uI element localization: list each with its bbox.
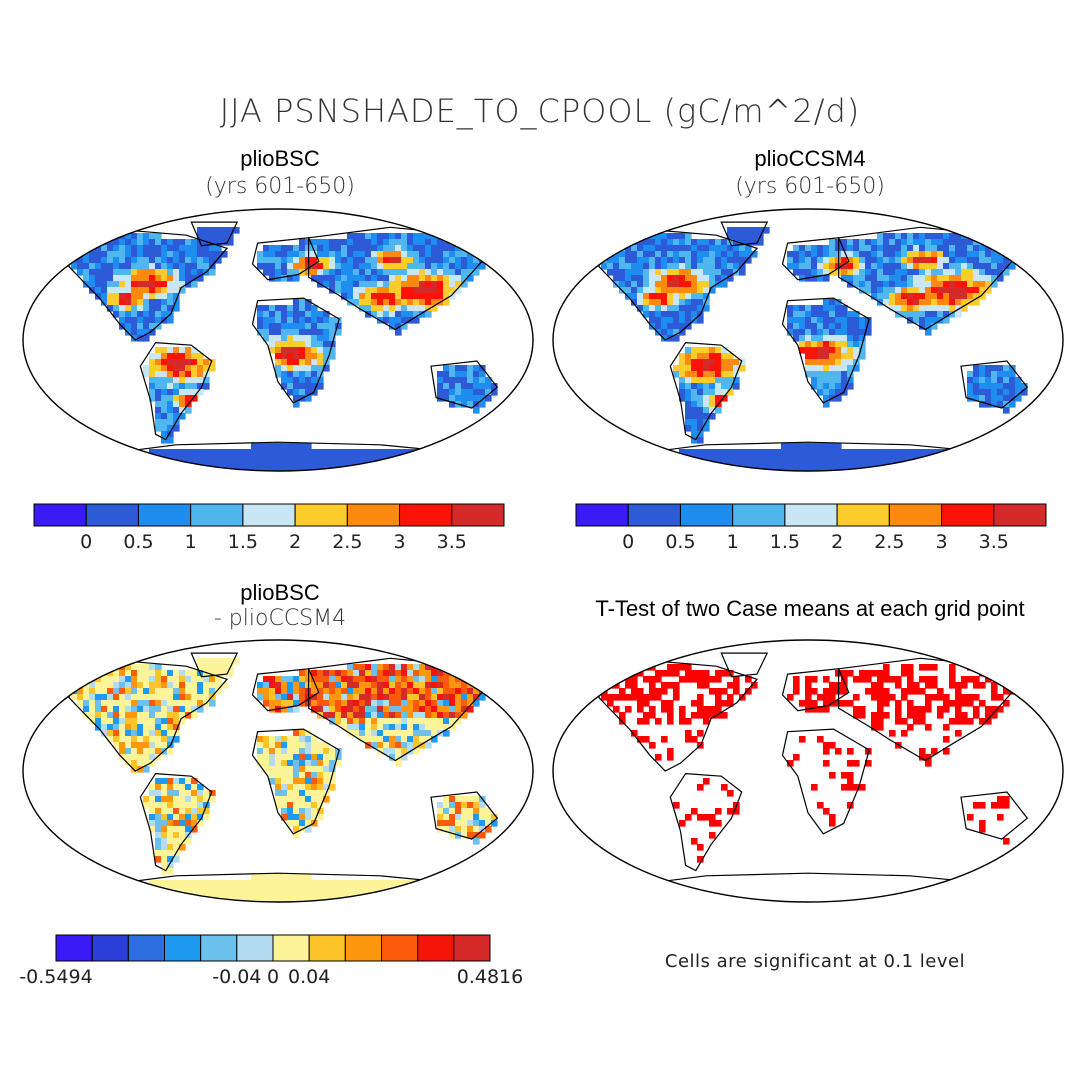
colorbar-label: -0.5494 [19, 966, 92, 988]
panel-subtitle-bottom-left: - plioCCSM4 [213, 606, 347, 631]
colorbar-swatch [91, 934, 129, 962]
coastline-north-america [68, 229, 229, 341]
colorbar-swatch [993, 503, 1047, 527]
colorbar-swatch [575, 503, 629, 527]
map-frame [22, 208, 534, 472]
map-difference [22, 639, 534, 903]
coastline-south-america [669, 772, 743, 872]
colorbar-swatch [417, 934, 455, 962]
colorbar-swatch [272, 934, 310, 962]
coastline-greenland [720, 221, 769, 247]
colorbar-label: 3.5 [437, 531, 467, 553]
panel-title-top-right: plioCCSM4 [754, 146, 866, 171]
colorbar-label: 2.5 [874, 531, 904, 553]
colorbar-label: 0 [267, 966, 279, 988]
map-plioCCSM4 [552, 208, 1064, 472]
colorbar-swatch [346, 503, 401, 527]
map-frame [552, 639, 1064, 903]
colorbar-label: 3 [394, 531, 406, 553]
map-cells [23, 209, 533, 471]
colorbar-swatch [732, 503, 786, 527]
panel-subtitle-top-right: (yrs 601-650) [735, 174, 885, 199]
colorbar-swatch [308, 934, 346, 962]
colorbar-label: 0 [80, 531, 92, 553]
coastline-greenland [720, 652, 769, 678]
colorbar-swatch [399, 503, 453, 527]
coastline-south-america [669, 341, 743, 441]
colorbar-label: 1 [727, 531, 739, 553]
colorbar-swatch [164, 934, 202, 962]
colorbar-swatch [627, 503, 681, 527]
map-frame [22, 639, 534, 903]
colorbar-swatch [242, 503, 296, 527]
colorbar-swatch [33, 503, 87, 527]
colorbar-label: 3 [936, 531, 948, 553]
colorbar-difference: -0.5494 -0.04 0 0.04 0.4816 [19, 934, 523, 988]
colorbar-swatch [344, 934, 383, 962]
colorbar-label: 0.04 [288, 966, 330, 988]
colorbar-label: 2.5 [332, 531, 362, 553]
colorbar-swatch [190, 503, 244, 527]
coastline-greenland [190, 221, 239, 247]
map-cells [553, 209, 1063, 471]
panel-title-top-left: plioBSC [240, 146, 320, 171]
colorbar-label: 0.5 [665, 531, 695, 553]
colorbar-swatch [888, 503, 943, 527]
coastline-africa [781, 728, 870, 835]
map-cells [23, 640, 533, 902]
map-frame [552, 208, 1064, 472]
colorbar-swatch [941, 503, 995, 527]
coastline-greenland [190, 652, 239, 678]
colorbar-swatch [381, 934, 419, 962]
colorbar-swatch [294, 503, 348, 527]
colorbar-label: 3.5 [979, 531, 1009, 553]
map-cells [553, 640, 1063, 902]
colorbar-swatch [679, 503, 734, 527]
colorbar-label: 0 [622, 531, 634, 553]
colorbar-swatch [137, 503, 192, 527]
colorbar-swatch [451, 503, 505, 527]
coastline-australia [960, 791, 1029, 840]
coastline-north-america [598, 229, 759, 341]
colorbar-swatch [236, 934, 274, 962]
coastline-africa [251, 297, 340, 404]
significance-note: Cells are significant at 0.1 level [664, 951, 966, 972]
coastline-north-america [68, 660, 229, 772]
coastline-south-america [139, 772, 213, 872]
colorbar-plioBSC: 0 0.5 1 1.5 2 2.5 3 3.5 [33, 503, 505, 553]
colorbar-swatch [85, 503, 139, 527]
coastline-australia [430, 791, 499, 840]
colorbar-swatch [453, 934, 491, 962]
colorbar-swatch [55, 934, 93, 962]
panel-title-bottom-right: T-Test of two Case means at each grid po… [595, 596, 1025, 621]
colorbar-swatch [127, 934, 166, 962]
coastline-south-america [139, 341, 213, 441]
coastlines [598, 652, 1029, 902]
coastline-australia [430, 360, 499, 409]
colorbar-label: -0.04 [212, 966, 261, 988]
colorbar-label: 0.4816 [457, 966, 523, 988]
colorbar-label: 1.5 [770, 531, 800, 553]
coastline-africa [781, 297, 870, 404]
map-t-test [552, 639, 1064, 903]
colorbar-swatch [836, 503, 890, 527]
colorbar-plioCCSM4: 0 0.5 1 1.5 2 2.5 3 3.5 [575, 503, 1047, 553]
colorbar-label: 0.5 [123, 531, 153, 553]
coastline-north-america [598, 660, 759, 772]
panel-subtitle-top-left: (yrs 601-650) [205, 174, 355, 199]
map-plioBSC [22, 208, 534, 472]
coastline-africa [251, 728, 340, 835]
colorbar-label: 2 [831, 531, 843, 553]
colorbar-label: 1 [185, 531, 197, 553]
main-title: JJA PSNSHADE_TO_CPOOL (gC/m^2/d) [219, 92, 861, 130]
colorbar-swatch [200, 934, 238, 962]
coastline-australia [960, 360, 1029, 409]
colorbar-swatch [784, 503, 838, 527]
colorbar-label: 1.5 [228, 531, 258, 553]
colorbar-label: 2 [289, 531, 301, 553]
panel-title-bottom-left: plioBSC [240, 580, 320, 605]
